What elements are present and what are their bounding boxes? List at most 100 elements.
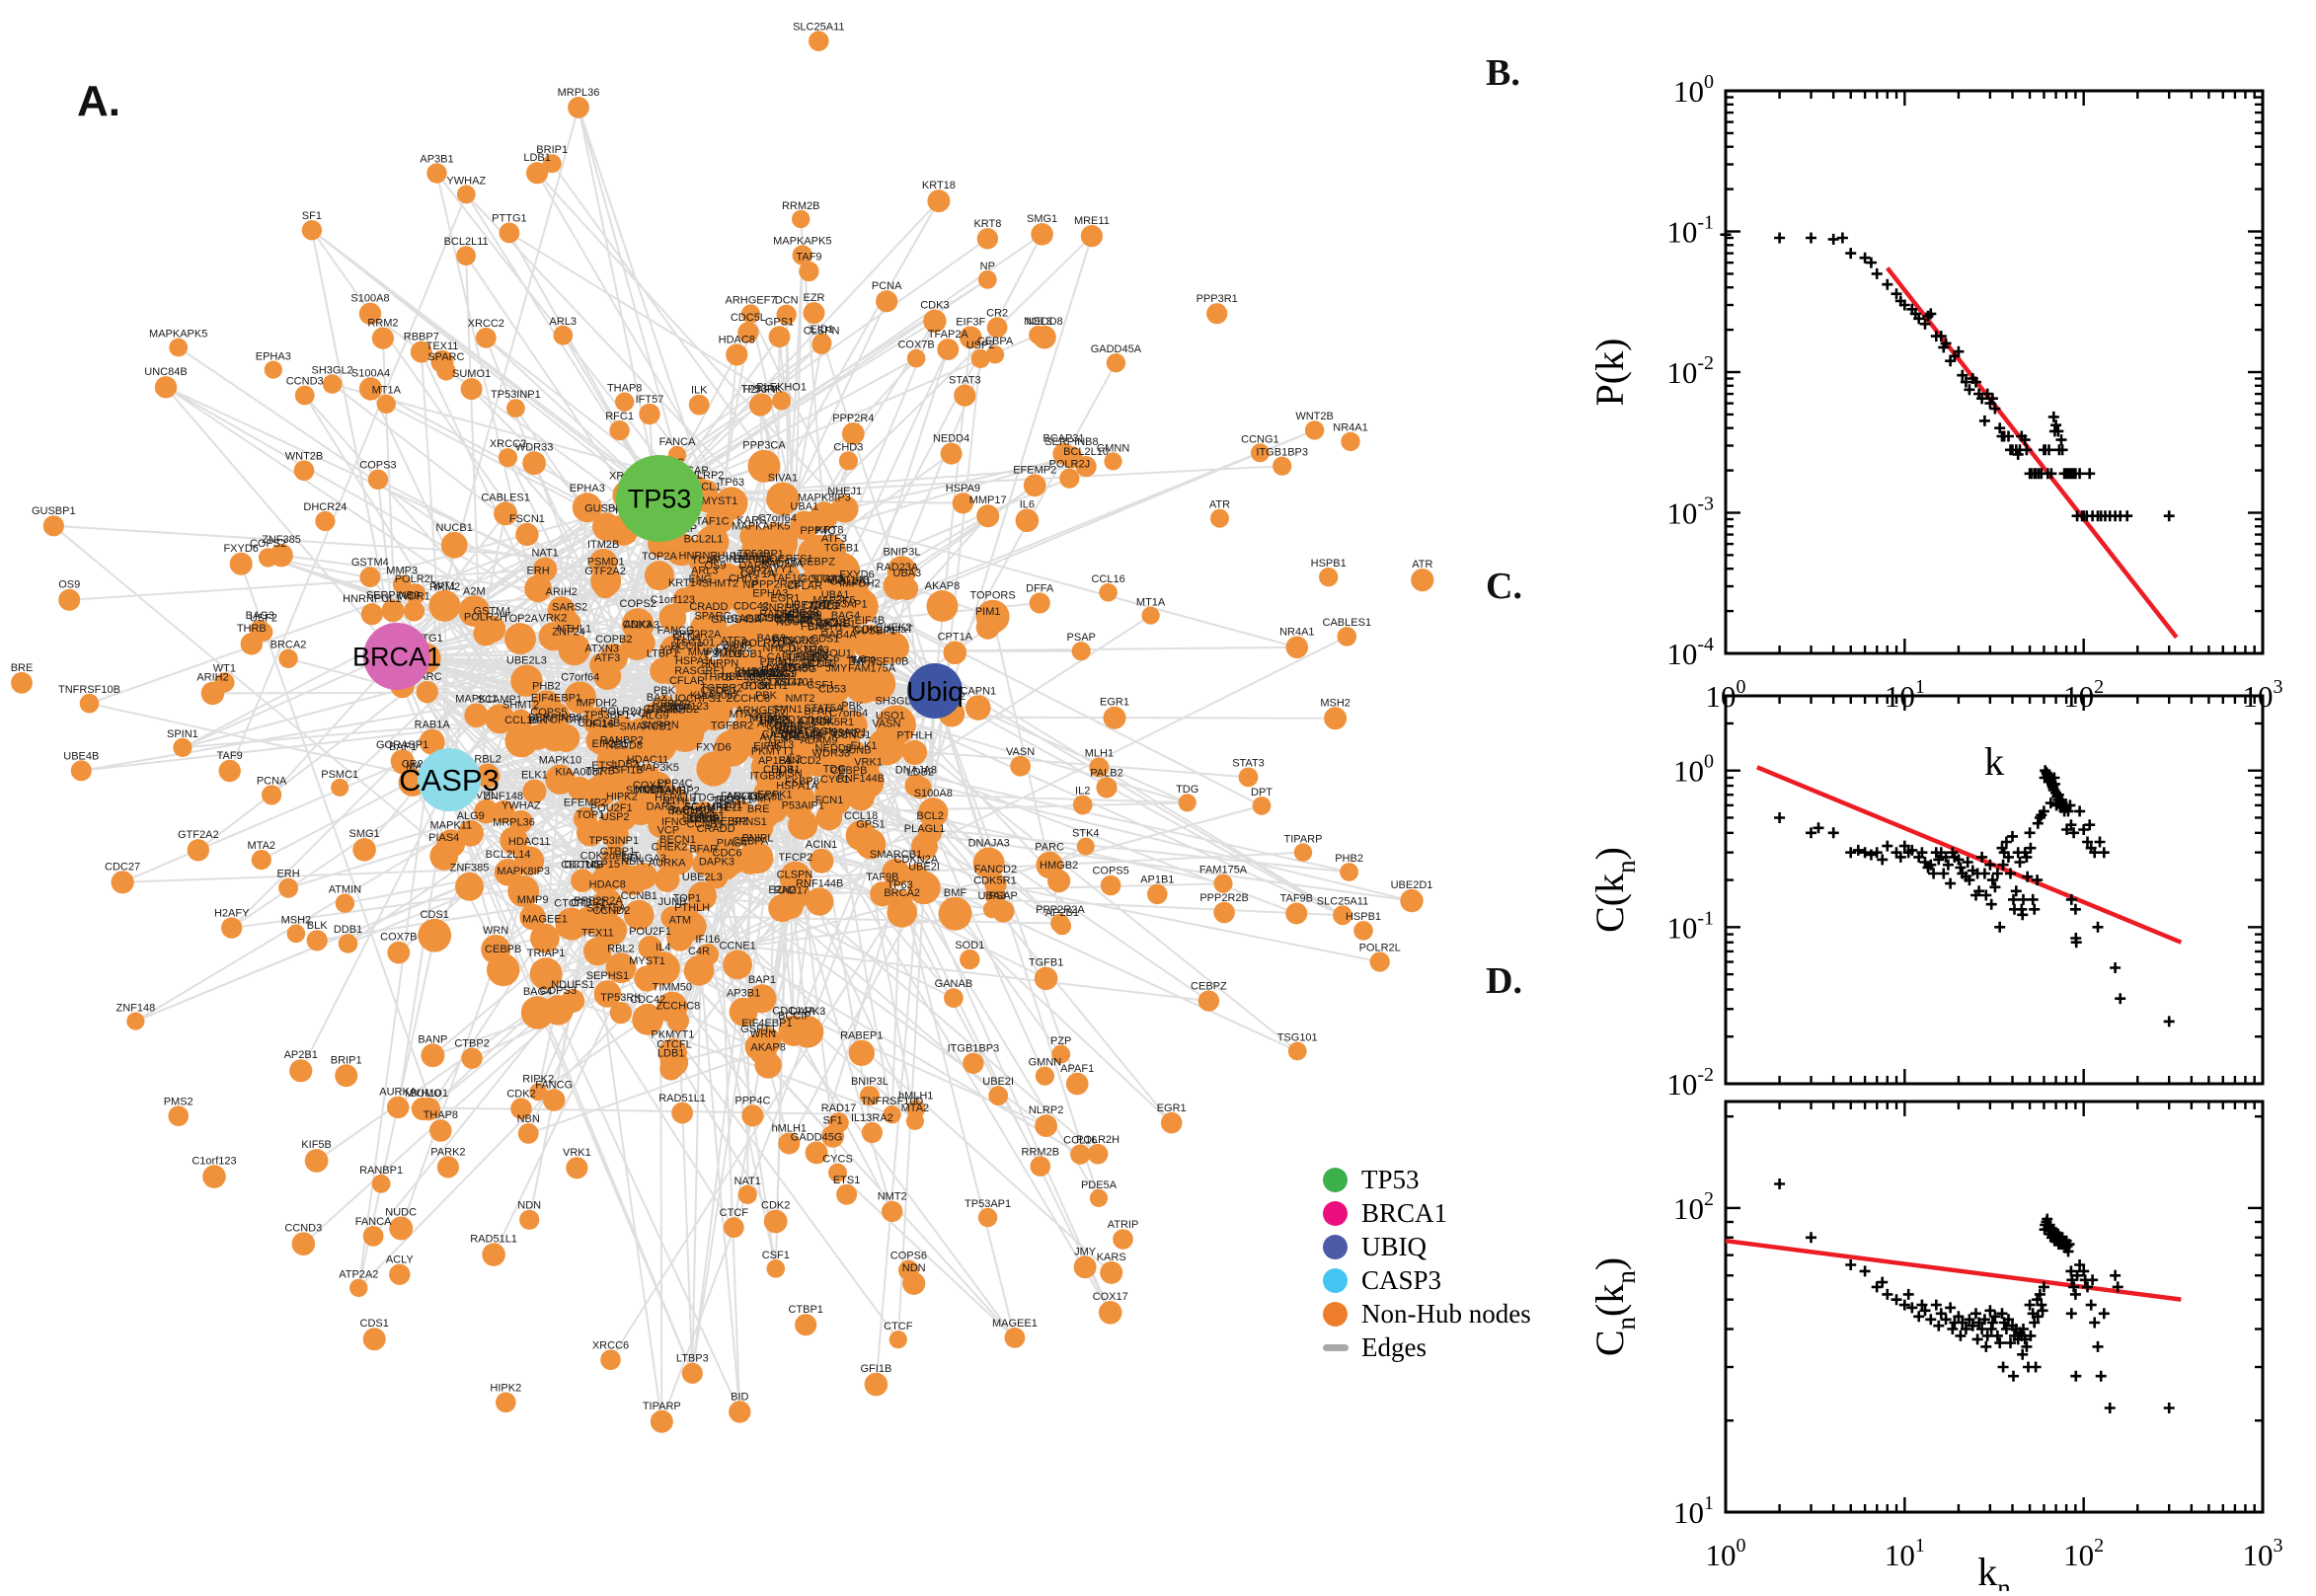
network-node-label: DDB1 [334,924,362,936]
network-node-label: TCAP [691,555,720,567]
network-node-label: C7orf64 [829,708,868,720]
tick-label: 101 [1673,1492,1714,1530]
network-node-label: BIK [529,715,547,726]
legend-item-brca1: BRCA1 [1323,1196,1619,1230]
network-node-label: EFEMP2 [1013,464,1056,476]
network-node [976,504,1000,528]
network-node-label: CDC5L [800,715,835,726]
network-node-label: MT1A [372,385,402,397]
network-node-label: IMPDH2 [577,697,618,709]
network-node-label: TOP2A [502,613,539,625]
network-node [1051,1044,1071,1064]
network-node-label: RRM2B [782,200,820,212]
network-node-label: RFC1 [738,554,767,566]
network-node [688,394,710,416]
network-node-label: PLEKHO1 [756,381,807,393]
network-node-label: USP15 [585,859,620,871]
network-node [809,848,834,874]
network-node [864,1372,888,1397]
network-node-label: KIF5B [301,1139,332,1151]
network-node-label: EPHA3 [752,588,788,600]
network-node [882,1200,903,1223]
network-node [1369,951,1390,972]
network-node [500,826,528,855]
network-node [988,1086,1009,1105]
network-node-label: PSMC1 [321,769,358,781]
network-node-label: ZNF148 [484,791,523,802]
network-node-label: NR4A1 [1279,627,1314,639]
network-node [474,798,499,824]
network-node [589,652,615,678]
network-node [963,1052,984,1075]
network-node [689,655,718,685]
network-node [1252,797,1272,815]
network-node-label: RABEP1 [774,722,816,734]
network-node-label: HNRNPUL1 [679,551,737,563]
network-node-label: POLR2L [395,573,436,585]
network-node-label: SUMO1 [452,368,491,380]
network-node [657,851,681,874]
network-node-label: DAPK3 [790,1006,825,1018]
network-node-label: ARHGEF7 [726,294,777,306]
network-node-label: COPS2 [620,598,656,610]
network-node-label: CDC14A [761,676,805,688]
fit-line [1756,765,2183,945]
network-node [1060,446,1083,469]
network-node [752,1026,782,1056]
network-node-label: VRK2 [539,612,568,624]
network-graph: TP53RK KIAA0087 THAP8 CDC14B DSG3 NTHL1 CEBPZ V… [11,21,1434,1433]
network-node [613,774,643,804]
network-node [1113,1229,1133,1250]
network-node-label: TP53INP1 [588,835,639,847]
network-node [876,705,916,745]
network-node-label: ARIH2 [545,586,577,598]
network-node-label: DDB1 [734,648,763,660]
network-node-label: CDK2 [761,1200,790,1212]
network-node [426,163,447,184]
network-node [537,717,561,740]
network-node [937,339,960,360]
network-node-label: MTA2 [730,709,758,721]
network-node-label: ACIN1 [806,839,837,851]
network-node-label: TCAP [785,615,813,627]
network-node [741,530,781,570]
network-node-label: PPP2R2B [752,578,802,590]
network-node-label: COPS6 [757,613,794,625]
network-node-label: KRT8 [816,525,844,537]
network-node [436,829,466,859]
network-node [405,583,426,605]
network-node [519,1209,540,1230]
network-node-label: GSTM4 [474,606,511,618]
network-node-label: CDC14A [780,729,823,741]
network-node-label: HIPK2 [490,1383,521,1395]
network-node-label: IL4 [656,942,670,953]
network-node [1010,755,1031,777]
network-node [371,327,394,349]
network-node-label: POLR2J [1049,459,1091,471]
network-node-label: MAPK8IP3 [798,492,851,503]
network-node-label: SMN1 [772,704,803,716]
scatter-points [1774,1178,2175,1413]
hub-label: Ubiq [906,676,964,707]
network-node-label: NP [776,673,791,685]
network-node [714,729,751,767]
network-node-label: MRPL36 [493,816,535,828]
network-node [841,422,865,445]
network-node [1106,353,1126,373]
network-node [1089,1188,1109,1207]
network-node-label: FANCA [659,436,696,448]
network-node-label: NP [980,261,995,272]
network-node-label: CD53 [809,658,836,670]
network-node-label: FANCD2 [772,635,814,646]
network-node [389,1216,414,1241]
network-node [813,534,847,568]
network-node-label: ETS1 [591,760,619,772]
network-node-label: NBN [621,856,644,868]
network-node [776,304,797,325]
network-node-label: BACH1 [808,622,844,634]
network-node-label: SUMO1 [410,1088,448,1100]
network-node-label: ERH [526,565,549,576]
network-node [42,515,64,537]
network-node [888,1330,907,1349]
